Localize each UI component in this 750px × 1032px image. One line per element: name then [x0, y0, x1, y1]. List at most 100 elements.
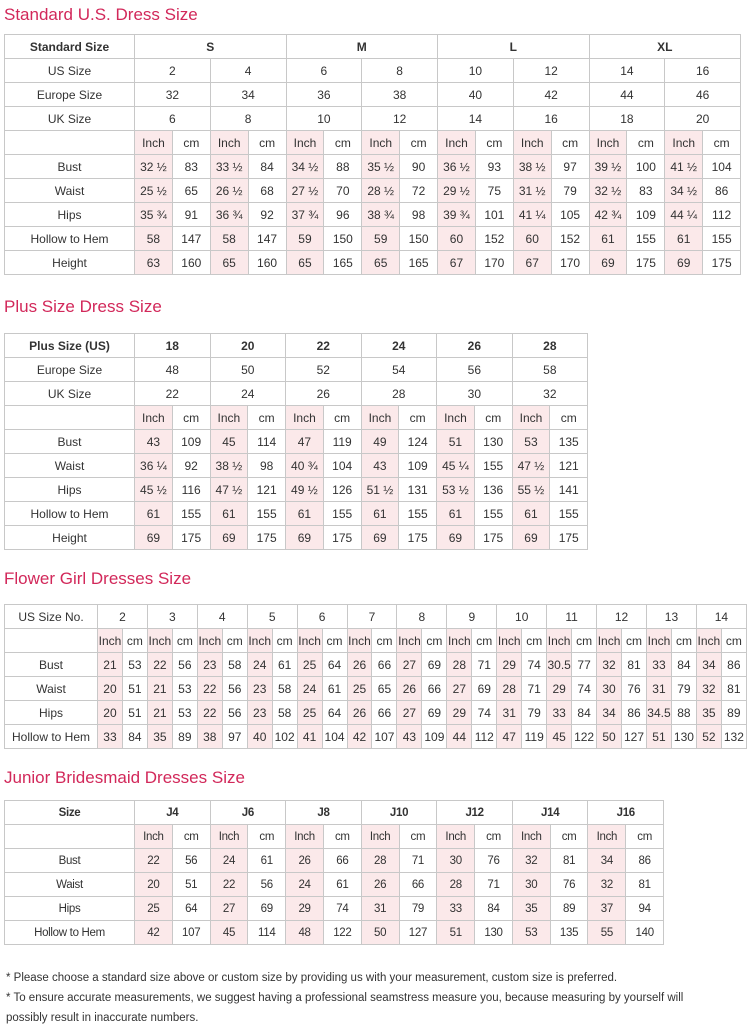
size-header: J6: [209, 800, 287, 825]
size-cell: 24: [209, 381, 287, 406]
size-cell: 42: [512, 82, 590, 107]
inch-cell: 61: [436, 501, 475, 526]
inch-cell: 67: [437, 250, 476, 275]
cm-cell: 76: [621, 676, 647, 701]
unit-cell: Inch: [209, 824, 249, 849]
cm-cell: 74: [571, 676, 598, 701]
unit-cell: Inch: [209, 130, 249, 155]
inch-cell: 34: [695, 652, 722, 677]
cm-cell: 84: [121, 724, 148, 749]
row-label: Plus Size (US): [4, 333, 135, 358]
unit-cell: cm: [626, 130, 666, 155]
cm-cell: 160: [247, 250, 287, 275]
cm-cell: 152: [474, 226, 514, 251]
cm-cell: 76: [549, 872, 589, 897]
cm-cell: 86: [702, 178, 742, 203]
size-header: 13: [646, 604, 697, 629]
cm-cell: 119: [322, 429, 362, 454]
cm-cell: 122: [571, 724, 598, 749]
inch-cell: 61: [664, 226, 704, 251]
inch-cell: 23: [246, 676, 273, 701]
inch-cell: 21: [146, 676, 173, 701]
inch-cell: 60: [437, 226, 476, 251]
unit-cell: Inch: [437, 130, 476, 155]
cm-cell: 61: [321, 676, 348, 701]
inch-cell: 50: [596, 724, 623, 749]
inch-cell: 26: [396, 676, 423, 701]
unit-cell: Inch: [511, 824, 551, 849]
unit-cell: cm: [549, 824, 589, 849]
size-header: XL: [588, 34, 742, 59]
inch-cell: 45: [209, 429, 249, 454]
unit-row: Inch cm Inch cm Inch cm Inch cm Inch cm Inch cm Inch…: [4, 130, 742, 155]
unit-cell: Inch: [396, 628, 423, 653]
unit-cell: Inch: [146, 628, 173, 653]
inch-cell: 34 ½: [664, 178, 704, 203]
inch-cell: 21: [146, 700, 173, 725]
unit-cell: cm: [399, 130, 439, 155]
row-label: Hollow to Hem: [4, 501, 135, 526]
inch-cell: 43: [134, 429, 173, 454]
inch-cell: 25: [296, 700, 323, 725]
header-row: Plus Size (US) 18 20 22 24 26 28: [4, 333, 589, 358]
cm-cell: 127: [621, 724, 647, 749]
unit-cell: cm: [720, 628, 747, 653]
unit-cell: Inch: [511, 405, 551, 430]
inch-cell: 67: [512, 250, 552, 275]
inch-cell: 53: [511, 429, 551, 454]
inch-cell: 51 ½: [360, 477, 400, 502]
cm-cell: 70: [323, 178, 363, 203]
row-label: Bust: [4, 429, 135, 454]
cm-cell: 152: [550, 226, 590, 251]
size-header: 7: [346, 604, 398, 629]
cm-cell: 175: [247, 525, 287, 550]
inch-cell: 69: [209, 525, 249, 550]
size-header: 26: [436, 333, 513, 358]
size-cell: 32: [511, 381, 589, 406]
inch-cell: 24: [285, 872, 324, 897]
inch-cell: 42 ¾: [588, 202, 628, 227]
size-conversion-row: Europe Size 48 50 52 54 56 58: [4, 357, 589, 382]
unit-cell: Inch: [246, 628, 273, 653]
inch-cell: 20: [134, 872, 173, 897]
cm-cell: 88: [670, 700, 697, 725]
unit-cell: Inch: [361, 130, 401, 155]
inch-cell: 41 ½: [664, 154, 704, 179]
inch-cell: 33: [436, 896, 476, 921]
inch-cell: 44 ¼: [664, 202, 704, 227]
cm-cell: 126: [322, 477, 362, 502]
cm-cell: 66: [398, 872, 438, 897]
cm-cell: 91: [171, 202, 211, 227]
cm-cell: 64: [321, 700, 348, 725]
unit-cell: Inch: [296, 628, 323, 653]
inch-cell: 31: [496, 700, 523, 725]
inch-cell: 47 ½: [511, 453, 551, 478]
unit-cell: Inch: [134, 130, 173, 155]
cm-cell: 130: [670, 724, 697, 749]
measurement-row: Height 69 175 69 175 69 175 69 175 69 175 69 175: [4, 525, 589, 550]
inch-cell: 61: [511, 501, 551, 526]
cm-cell: 74: [322, 896, 362, 921]
flower-girl-size-table: US Size No. 2 3 4 5 6 7 8 9 10 11 12 13 14 Inch cm Inch c…: [4, 604, 747, 749]
cm-cell: 51: [171, 872, 211, 897]
size-cell: 36: [285, 82, 363, 107]
cm-cell: 141: [549, 477, 589, 502]
unit-row: Inch cm Inch cm Inch cm Inch cm Inch cm Inch cm Inch…: [4, 824, 665, 849]
unit-cell: cm: [471, 628, 498, 653]
unit-cell: cm: [247, 405, 287, 430]
row-label: Hips: [4, 896, 135, 921]
inch-cell: 61: [588, 226, 628, 251]
row-label: UK Size: [4, 106, 135, 131]
row-label: Waist: [4, 872, 135, 897]
row-label: Waist: [4, 453, 135, 478]
size-cell: 12: [361, 106, 439, 131]
unit-cell: Inch: [546, 628, 573, 653]
inch-cell: 31: [646, 676, 672, 701]
row-label: [4, 824, 135, 849]
unit-cell: cm: [221, 628, 248, 653]
size-cell: 12: [512, 58, 590, 83]
inch-cell: 28: [446, 652, 473, 677]
cm-cell: 147: [171, 226, 211, 251]
size-cell: 58: [511, 357, 589, 382]
